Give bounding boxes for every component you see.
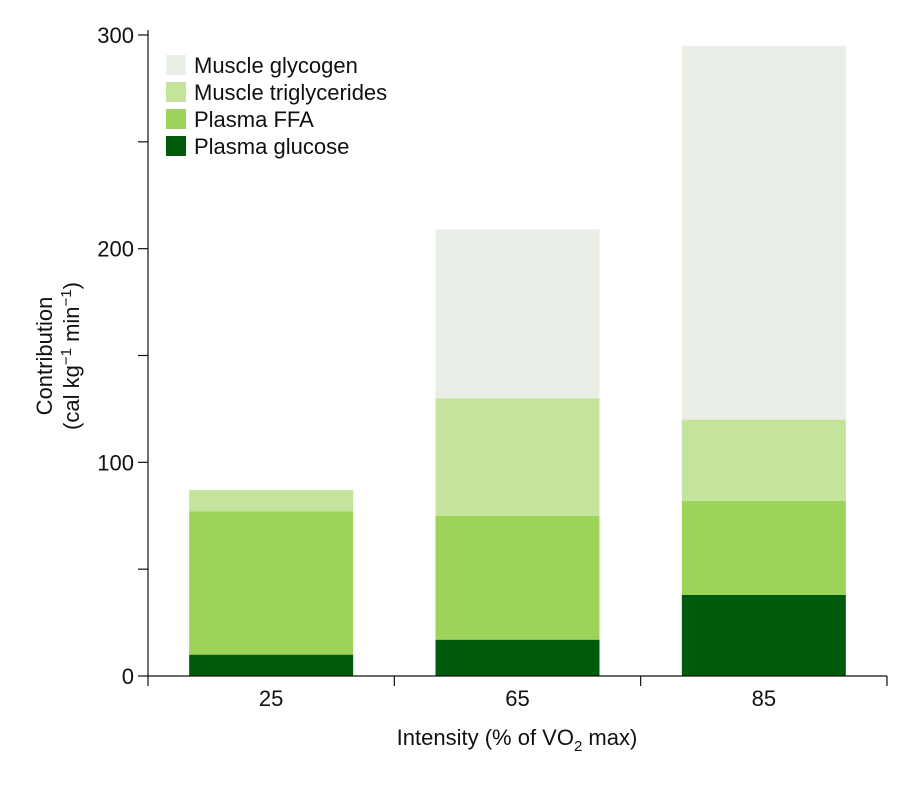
x-tick-label: 25	[259, 686, 283, 711]
x-tick-label: 85	[752, 686, 776, 711]
y-tick-label: 200	[97, 237, 134, 262]
legend-label: Muscle triglycerides	[194, 80, 387, 105]
bar-plasma-glucose-85	[681, 594, 846, 676]
legend-label: Plasma FFA	[194, 107, 314, 132]
legend-swatch	[166, 109, 186, 129]
bar-muscle-glycogen-85	[681, 45, 846, 420]
bar-plasma-ffa-25	[189, 511, 354, 655]
bar-plasma-glucose-65	[435, 639, 600, 676]
x-axis-label: Intensity (% of VO2 max)	[397, 725, 638, 755]
y-axis-label: Contribution (cal kg−1 min−1)	[32, 282, 84, 430]
svg-text:(cal kg−1 min−1): (cal kg−1 min−1)	[58, 282, 84, 430]
bar-plasma-glucose-25	[189, 654, 354, 676]
y-tick-label: 100	[97, 450, 134, 475]
bar-plasma-ffa-85	[681, 500, 846, 595]
bar-plasma-ffa-65	[435, 515, 600, 640]
y-tick-label: 0	[122, 664, 134, 689]
bar-muscle-triglycerides-25	[189, 490, 354, 512]
legend-swatch	[166, 55, 186, 75]
svg-text:Contribution: Contribution	[32, 297, 57, 416]
legend-label: Plasma glucose	[194, 134, 349, 159]
bar-muscle-glycogen-65	[435, 229, 600, 399]
y-tick-label: 300	[97, 23, 134, 48]
bar-muscle-triglycerides-65	[435, 398, 600, 516]
x-tick-label: 65	[505, 686, 529, 711]
legend-swatch	[166, 136, 186, 156]
legend-label: Muscle glycogen	[194, 53, 358, 78]
bar-muscle-triglycerides-85	[681, 419, 846, 501]
legend-swatch	[166, 82, 186, 102]
